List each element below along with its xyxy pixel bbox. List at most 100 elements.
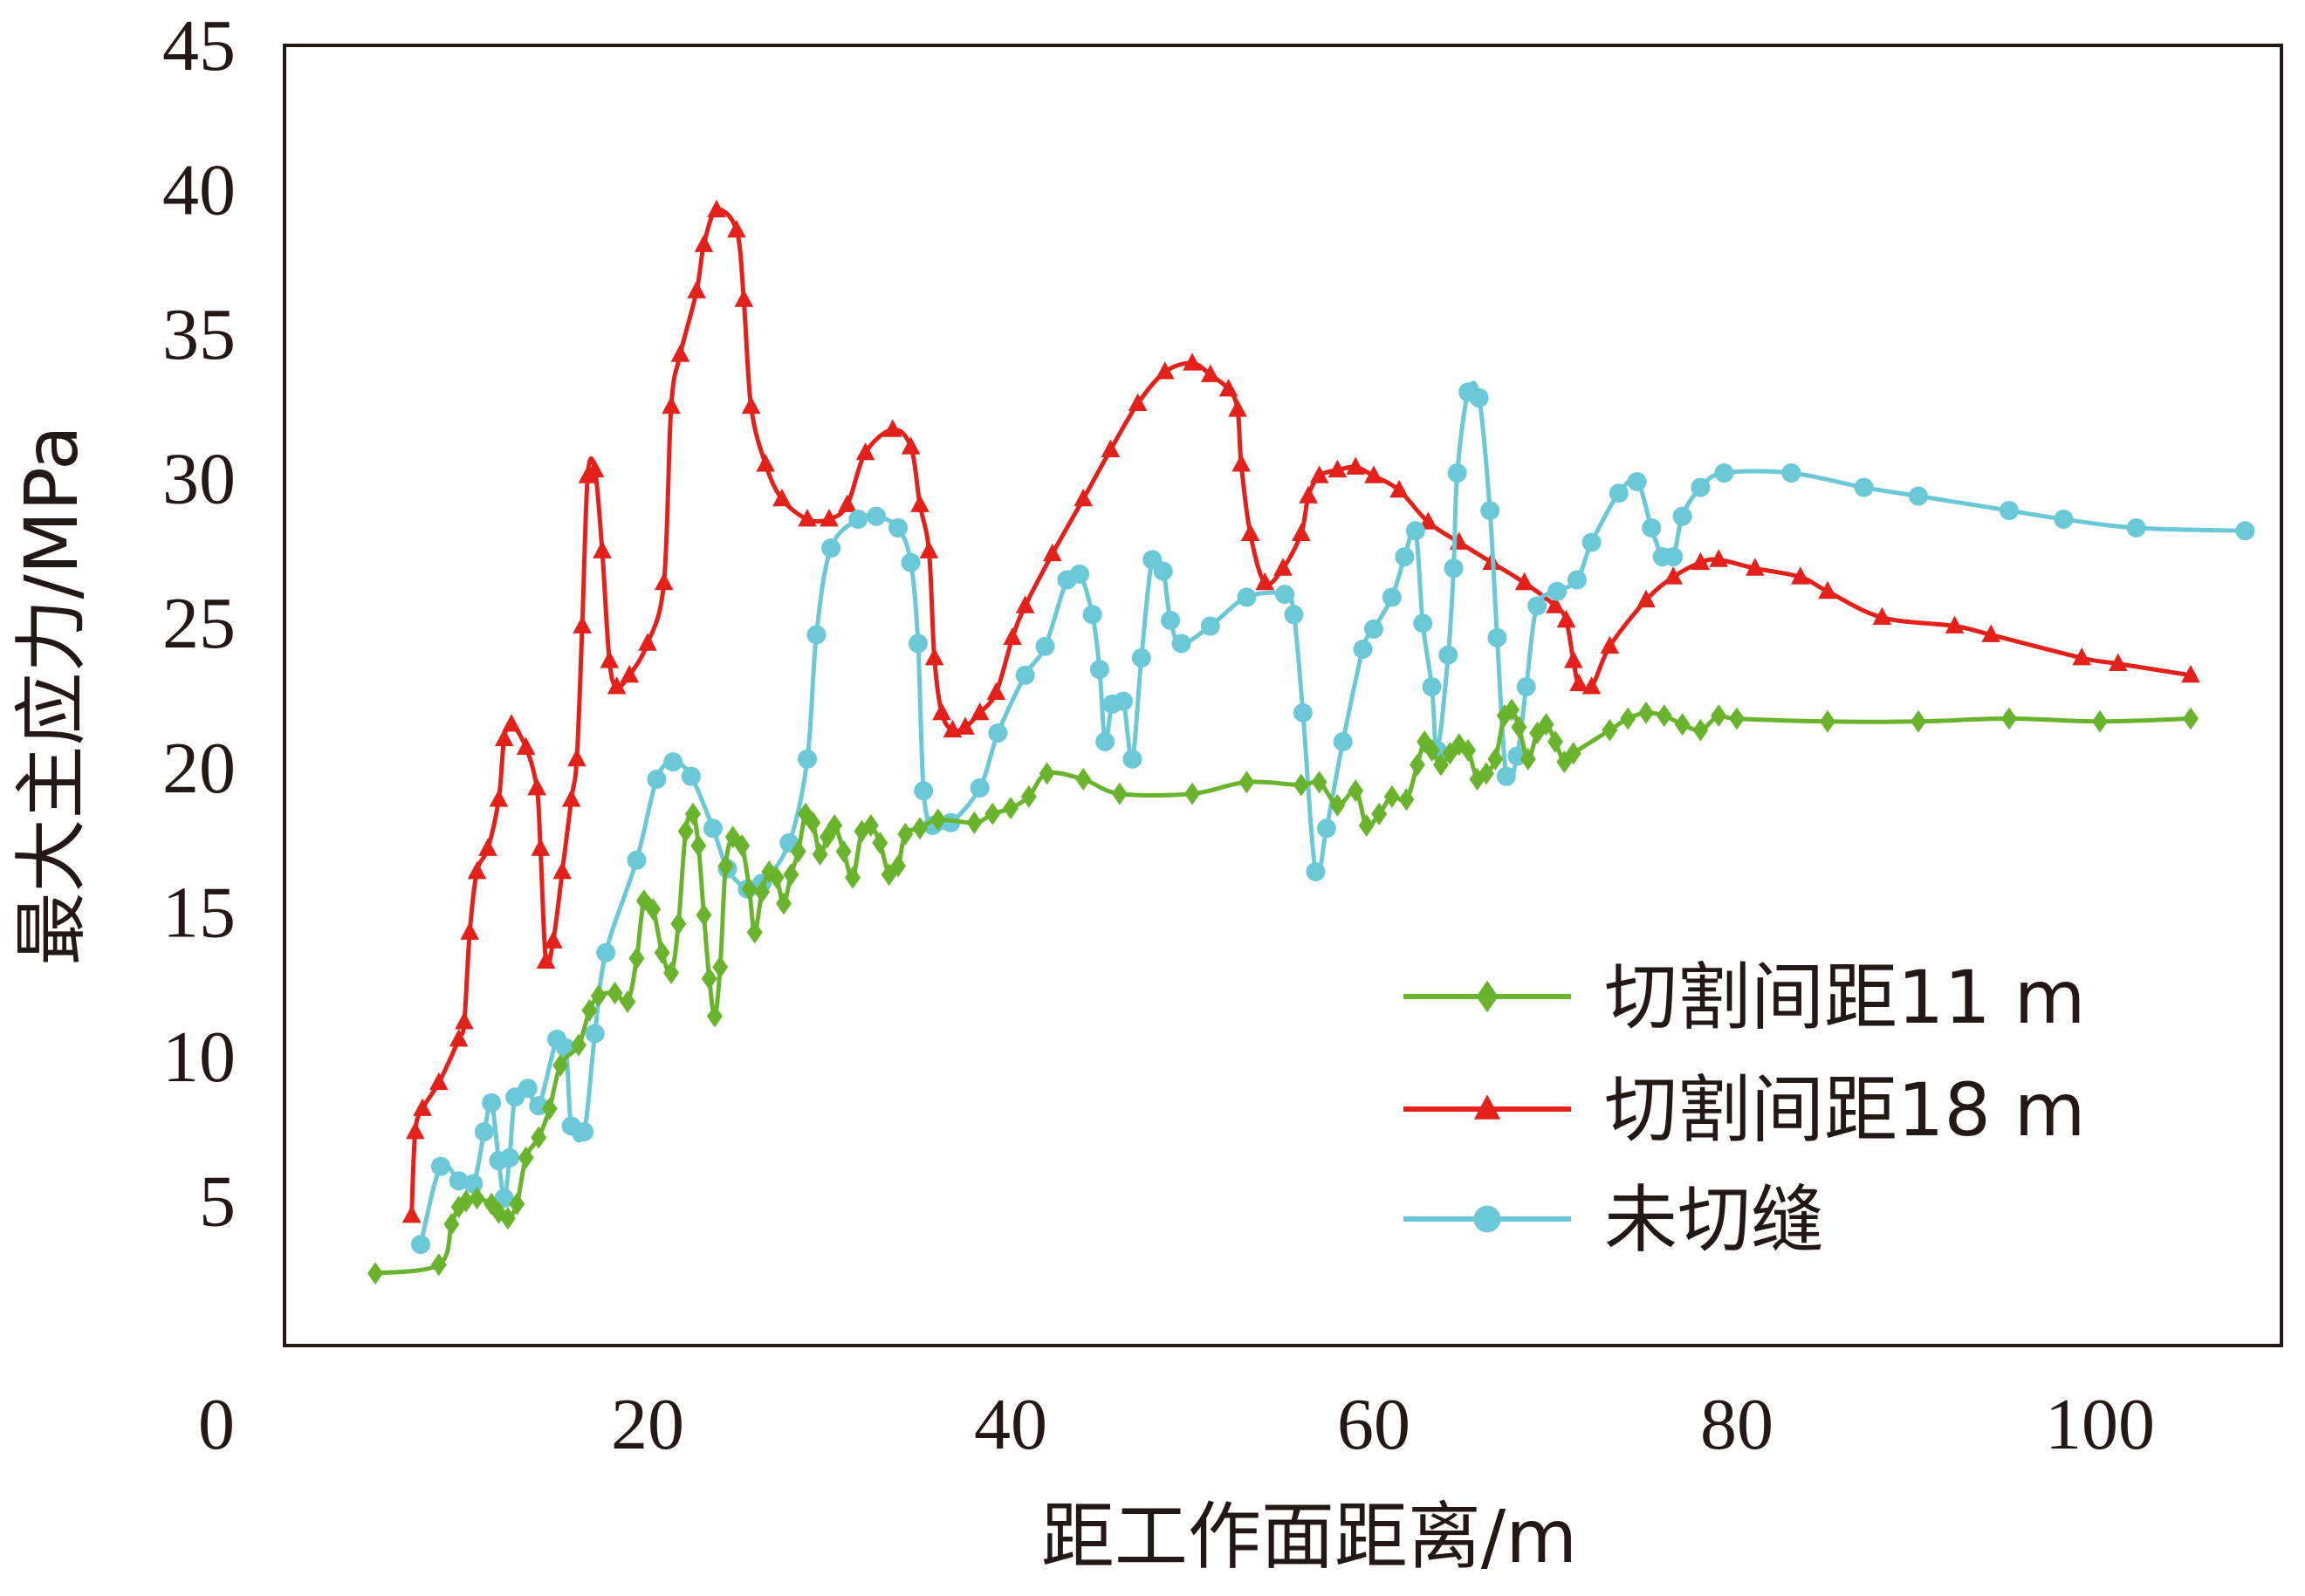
data-point xyxy=(499,1147,519,1168)
data-point xyxy=(645,898,662,921)
series-layer xyxy=(367,199,2255,1285)
axis-ticks: 0 20 40 60 80 100 5 10 15 20 25 30 35 40 45 xyxy=(162,5,2155,1465)
data-point xyxy=(1418,511,1438,530)
data-point xyxy=(1382,587,1402,607)
y-tick-label: 35 xyxy=(162,294,236,375)
data-point xyxy=(620,990,636,1013)
data-point xyxy=(1609,483,1629,503)
data-point xyxy=(1638,701,1654,724)
data-point xyxy=(694,234,714,252)
data-point xyxy=(835,839,852,863)
data-point xyxy=(544,930,563,949)
data-point xyxy=(707,199,726,218)
data-point xyxy=(1487,747,1504,771)
data-point xyxy=(474,1121,494,1141)
data-point xyxy=(1364,619,1383,639)
data-point xyxy=(670,912,687,935)
data-point xyxy=(901,552,921,572)
data-point xyxy=(574,1121,594,1141)
data-point xyxy=(1413,613,1433,634)
data-point xyxy=(1113,691,1133,711)
data-point xyxy=(2126,517,2146,538)
data-point xyxy=(1201,364,1220,382)
x-axis-title: 距工作面距离/m xyxy=(1041,1494,1577,1579)
data-point xyxy=(783,863,799,887)
data-point xyxy=(429,1072,449,1091)
data-point xyxy=(1255,572,1274,591)
data-point xyxy=(838,494,857,512)
data-point xyxy=(890,854,907,878)
data-point xyxy=(734,289,754,307)
data-point xyxy=(1854,477,1874,497)
data-point xyxy=(1636,589,1656,608)
data-point xyxy=(2001,707,2017,730)
data-point xyxy=(607,676,627,695)
data-point xyxy=(1547,581,1568,601)
data-point xyxy=(827,814,843,837)
data-point xyxy=(1238,771,1255,794)
data-point xyxy=(988,723,1008,743)
data-point xyxy=(677,819,694,843)
data-point xyxy=(1156,361,1175,380)
data-point xyxy=(1161,610,1181,630)
data-point xyxy=(1981,624,2000,642)
data-point xyxy=(482,1093,502,1113)
data-point xyxy=(798,509,817,527)
data-point xyxy=(1364,465,1383,483)
data-point xyxy=(467,860,487,880)
data-point xyxy=(527,777,546,796)
data-point xyxy=(1564,650,1583,668)
data-point xyxy=(932,702,951,721)
data-point xyxy=(746,921,763,944)
data-point xyxy=(966,811,983,834)
data-point xyxy=(1567,570,1587,590)
data-point xyxy=(552,860,573,880)
data-point xyxy=(2000,501,2019,521)
data-point xyxy=(910,494,930,512)
data-point xyxy=(647,770,667,790)
data-point xyxy=(1664,547,1684,567)
data-point xyxy=(1438,645,1458,665)
data-point xyxy=(1909,486,1928,506)
data-point xyxy=(1228,399,1247,417)
data-point xyxy=(430,1156,450,1176)
data-point xyxy=(1039,762,1055,785)
data-point xyxy=(463,1174,484,1194)
data-point xyxy=(455,1011,474,1030)
data-point xyxy=(703,819,723,839)
data-point xyxy=(449,1029,469,1047)
data-point xyxy=(1691,551,1711,571)
data-point xyxy=(1820,709,1835,733)
data-point xyxy=(956,716,975,735)
x-tick-label: 0 xyxy=(198,1384,235,1465)
data-point xyxy=(1111,782,1128,805)
data-point xyxy=(2092,709,2108,733)
data-point xyxy=(1329,793,1346,817)
data-point xyxy=(570,1033,587,1057)
data-point xyxy=(638,633,657,651)
data-point xyxy=(681,766,701,786)
data-point xyxy=(1746,558,1765,576)
data-point xyxy=(1074,488,1093,507)
data-point xyxy=(1292,523,1311,541)
data-point xyxy=(607,982,623,1005)
data-point xyxy=(489,789,509,807)
data-point xyxy=(1020,784,1037,808)
data-point xyxy=(518,1079,538,1099)
data-point xyxy=(663,961,680,984)
data-point xyxy=(690,834,707,858)
data-point xyxy=(798,749,818,769)
data-point xyxy=(458,1189,474,1213)
data-point xyxy=(663,752,683,772)
data-point xyxy=(413,1098,432,1116)
data-point xyxy=(914,781,934,801)
y-tick-label: 5 xyxy=(199,1161,236,1242)
data-point xyxy=(984,802,1001,825)
data-point xyxy=(1293,773,1309,797)
data-point xyxy=(1015,665,1035,685)
data-point xyxy=(883,419,902,437)
data-point xyxy=(1911,709,1926,733)
data-point xyxy=(1620,707,1636,730)
data-point xyxy=(367,1262,383,1285)
